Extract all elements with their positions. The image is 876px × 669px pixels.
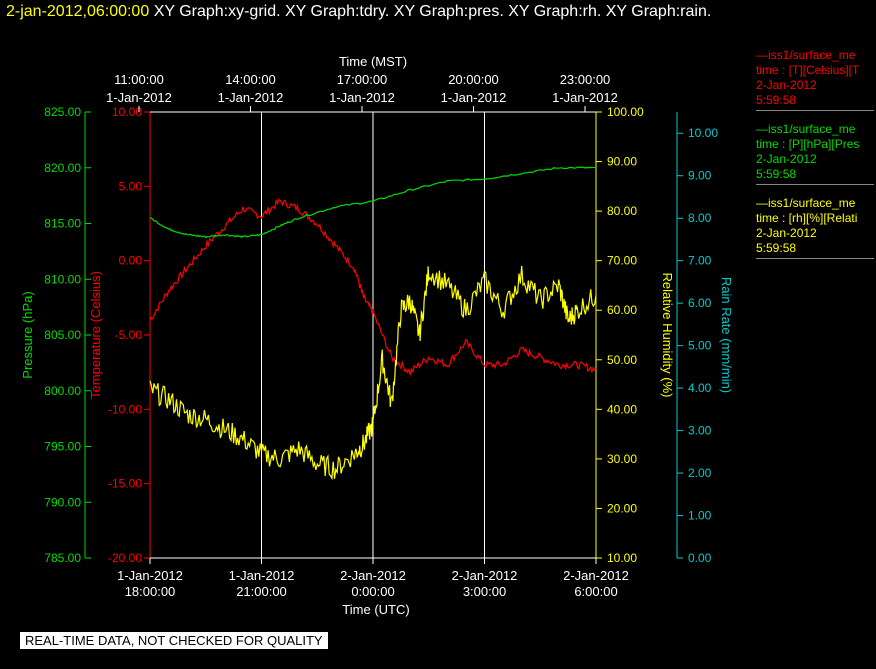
pressure-tick-label: 805.00 — [44, 328, 81, 342]
bottom-tick-date: 2-Jan-2012 — [563, 568, 629, 583]
bottom-tick-date: 1-Jan-2012 — [229, 568, 295, 583]
bottom-tick-time: 3:00:00 — [463, 584, 506, 599]
humidity-tick-label: 80.00 — [607, 204, 637, 218]
title-bar: 2-jan-2012,06:00:00 XY Graph:xy-grid. XY… — [6, 3, 711, 21]
pressure-tick-label: 790.00 — [44, 495, 81, 509]
top-tick-time: 14:00:00 — [225, 72, 276, 87]
temperature-axis-label: Temperature (Celsius) — [88, 271, 103, 399]
humidity-tick-label: 60.00 — [607, 303, 637, 317]
rain-tick-label: 6.00 — [688, 296, 712, 310]
humidity-axis-label: Relative Humidity (%) — [660, 273, 675, 398]
top-tick-time: 23:00:00 — [560, 72, 611, 87]
rain-tick-label: 4.00 — [688, 381, 712, 395]
rain-tick-label: 7.00 — [688, 254, 712, 268]
pressure-axis-label: Pressure (hPa) — [20, 291, 35, 378]
legend-pressure-field: time : [P][hPa][Pres — [756, 137, 860, 151]
legend-temperature-field: time : [T][Celsius][T — [756, 63, 860, 77]
top-tick-date: 1-Jan-2012 — [106, 90, 172, 105]
pressure-tick-label: 810.00 — [44, 272, 81, 286]
legend-divider — [756, 184, 874, 185]
temperature-tick-label: -10.00 — [108, 402, 142, 416]
pressure-tick-label: 795.00 — [44, 440, 81, 454]
legend-temperature-series: —iss1/surface_me — [756, 48, 856, 62]
legend-temperature-time: 5:59:58 — [756, 93, 797, 107]
pressure-series-line — [149, 166, 597, 239]
bottom-tick-time: 0:00:00 — [351, 584, 394, 599]
humidity-tick-label: 40.00 — [607, 402, 637, 416]
temperature-tick-label: -20.00 — [108, 551, 142, 565]
rain-tick-label: 5.00 — [688, 339, 712, 353]
top-tick-date: 1-Jan-2012 — [441, 90, 507, 105]
humidity-series-line — [149, 265, 597, 481]
legend-pressure-series: —iss1/surface_me — [756, 122, 856, 136]
top-tick-date: 1-Jan-2012 — [218, 90, 284, 105]
legend-humidity-field: time : [rh][%][Relati — [756, 211, 858, 225]
humidity-tick-label: 30.00 — [607, 452, 637, 466]
legend-humidity-time: 5:59:58 — [756, 241, 797, 255]
temperature-series-line — [149, 198, 597, 377]
bottom-tick-date: 1-Jan-2012 — [117, 568, 183, 583]
rain-tick-label: 9.00 — [688, 169, 712, 183]
legend-divider — [756, 258, 874, 259]
bottom-axis-title: Time (UTC) — [342, 602, 409, 617]
humidity-tick-label: 100.00 — [607, 105, 644, 119]
rain-tick-label: 8.00 — [688, 211, 712, 225]
temperature-tick-label: 5.00 — [119, 179, 143, 193]
bottom-tick-date: 2-Jan-2012 — [340, 568, 406, 583]
legend-pressure[interactable]: —iss1/surface_me time : [P][hPa][Pres 2-… — [756, 122, 876, 185]
pressure-tick-label: 785.00 — [44, 551, 81, 565]
humidity-tick-label: 90.00 — [607, 155, 637, 169]
legend-humidity[interactable]: —iss1/surface_me time : [rh][%][Relati 2… — [756, 196, 876, 259]
pressure-tick-label: 825.00 — [44, 105, 81, 119]
top-tick-time: 17:00:00 — [337, 72, 388, 87]
humidity-tick-label: 70.00 — [607, 254, 637, 268]
temperature-tick-label: -15.00 — [108, 477, 142, 491]
temperature-tick-label: 10.00 — [112, 105, 142, 119]
legend-divider — [756, 110, 874, 111]
bottom-tick-time: 6:00:00 — [574, 584, 617, 599]
top-tick-date: 1-Jan-2012 — [552, 90, 618, 105]
timestamp: 2-jan-2012,06:00:00 — [6, 3, 150, 20]
rain-axis-label: Rain Rate (mm/min) — [719, 277, 734, 393]
top-tick-date: 1-Jan-2012 — [329, 90, 395, 105]
temperature-tick-label: 0.00 — [119, 254, 143, 268]
legend-humidity-series: —iss1/surface_me — [756, 196, 856, 210]
bottom-tick-time: 18:00:00 — [125, 584, 176, 599]
legend-humidity-date: 2-Jan-2012 — [756, 226, 817, 240]
pressure-tick-label: 800.00 — [44, 384, 81, 398]
bottom-tick-date: 2-Jan-2012 — [452, 568, 518, 583]
top-axis-title: Time (MST) — [339, 54, 407, 69]
rain-tick-label: 1.00 — [688, 509, 712, 523]
humidity-tick-label: 50.00 — [607, 353, 637, 367]
top-tick-time: 11:00:00 — [114, 72, 164, 87]
temperature-tick-label: -5.00 — [115, 328, 143, 342]
rain-tick-label: 10.00 — [688, 126, 718, 140]
quality-notice: REAL-TIME DATA, NOT CHECKED FOR QUALITY — [20, 632, 328, 649]
rain-tick-label: 0.00 — [688, 551, 712, 565]
pressure-tick-label: 815.00 — [44, 217, 81, 231]
rain-tick-label: 3.00 — [688, 424, 712, 438]
pressure-tick-label: 820.00 — [44, 161, 81, 175]
legend-pressure-date: 2-Jan-2012 — [756, 152, 817, 166]
humidity-tick-label: 20.00 — [607, 501, 637, 515]
humidity-tick-label: 10.00 — [607, 551, 637, 565]
rain-tick-label: 2.00 — [688, 466, 712, 480]
bottom-tick-time: 21:00:00 — [236, 584, 287, 599]
legend-temperature-date: 2-Jan-2012 — [756, 78, 817, 92]
legend-pressure-time: 5:59:58 — [756, 167, 797, 181]
graph-list: XY Graph:xy-grid. XY Graph:tdry. XY Grap… — [153, 3, 712, 20]
top-tick-time: 20:00:00 — [448, 72, 499, 87]
legend-temperature[interactable]: —iss1/surface_me time : [T][Celsius][T 2… — [756, 48, 876, 111]
